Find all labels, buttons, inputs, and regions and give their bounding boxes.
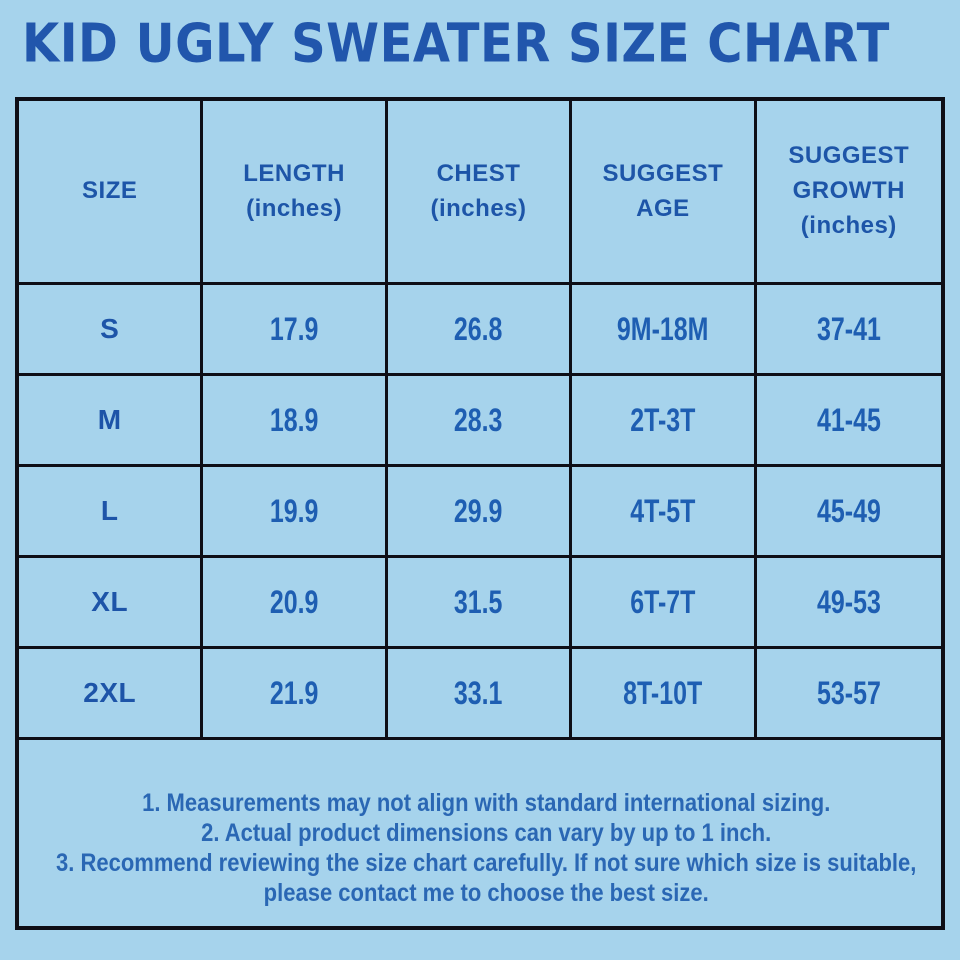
length-value: 17.9 [269,310,319,347]
table-row-m-growth: 41-45 [756,376,941,467]
note-2: 2. Actual product dimensions can vary by… [201,819,772,847]
table-row-xl-chest: 31.5 [387,558,573,649]
table-row-s-length: 17.9 [203,285,388,376]
note-3: 3. Recommend reviewing the size chart ca… [56,849,917,907]
size-label: L [100,495,119,526]
table-row-s-growth: 37-41 [756,285,941,376]
table-row-2xl-chest: 33.1 [387,649,573,740]
table-row-xl-size: XL [19,558,204,649]
column-header-chest: CHEST (inches) [387,101,573,285]
growth-value: 37-41 [816,310,881,347]
table-row-m-age: 2T-3T [572,376,757,467]
table-row-s-size: S [19,285,204,376]
table-row-m-size: M [19,376,204,467]
table-row-2xl-growth: 53-57 [756,649,941,740]
table-row-xl-age: 6T-7T [572,558,757,649]
growth-value: 41-45 [816,401,881,438]
table-row-m-length: 18.9 [203,376,388,467]
table-row-xl-length: 20.9 [203,558,388,649]
table-row-m-chest: 28.3 [387,376,573,467]
length-value: 21.9 [269,674,319,711]
column-header-growth: SUGGEST GROWTH (inches) [756,101,941,285]
size-label: XL [91,586,129,617]
chest-value: 29.9 [454,492,503,529]
table-row-2xl-length: 21.9 [203,649,388,740]
column-header-size: SIZE [19,101,204,285]
chest-value: 33.1 [454,674,503,711]
table-row-l-growth: 45-49 [756,467,941,558]
chest-value: 26.8 [454,310,503,347]
column-header-length: LENGTH (inches) [203,101,388,285]
table-row-xl-growth: 49-53 [756,558,941,649]
size-chart-table: SIZE LENGTH (inches) CHEST (inches) SUGG… [15,97,945,930]
growth-value: 53-57 [816,674,881,711]
chest-value: 31.5 [454,583,503,620]
age-value: 8T-10T [623,674,703,711]
age-value: 4T-5T [630,492,696,529]
table-row-l-age: 4T-5T [572,467,757,558]
table-row-l-size: L [19,467,204,558]
growth-value: 49-53 [816,583,881,620]
column-header-age: SUGGEST AGE [572,101,757,285]
age-value: 6T-7T [630,583,696,620]
size-label: S [100,313,120,344]
table-row-l-chest: 29.9 [387,467,573,558]
length-value: 20.9 [269,583,319,620]
size-label: 2XL [83,677,137,708]
chest-value: 28.3 [454,401,503,438]
age-value: 9M-18M [617,310,709,347]
length-value: 19.9 [269,492,319,529]
age-value: 2T-3T [630,401,696,438]
size-label: M [97,404,122,435]
table-row-2xl-age: 8T-10T [572,649,757,740]
table-row-s-chest: 26.8 [387,285,573,376]
notes-section: 1. Measurements may not align with stand… [19,740,941,926]
table-row-2xl-size: 2XL [19,649,204,740]
growth-value: 45-49 [816,492,881,529]
table-row-l-length: 19.9 [203,467,388,558]
page-title: KID UGLY SWEATER SIZE CHART [22,12,890,75]
table-row-s-age: 9M-18M [572,285,757,376]
note-1: 1. Measurements may not align with stand… [142,789,831,817]
length-value: 18.9 [269,401,319,438]
